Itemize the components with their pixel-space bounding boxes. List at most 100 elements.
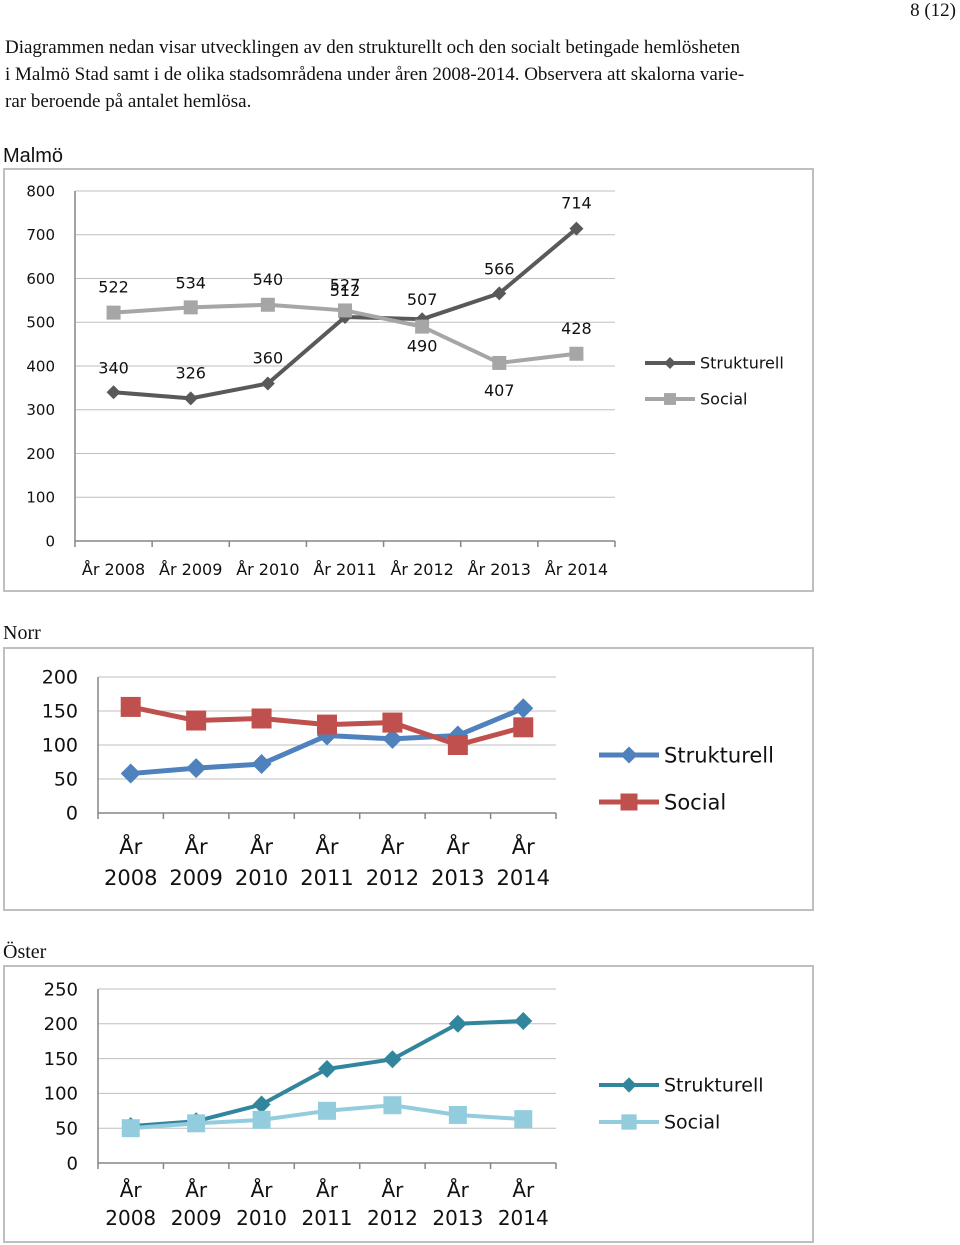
data-point-social <box>183 300 198 315</box>
data-label: 340 <box>98 358 129 377</box>
data-label: 360 <box>253 349 284 368</box>
legend-label-strukturell: Strukturell <box>700 354 784 373</box>
chart-malmo: 0 100 200 300 400 500 600 700 800 År 2008 År 2009 Å… <box>3 168 814 592</box>
data-label: 540 <box>253 270 284 289</box>
y-tick-label: 150 <box>42 701 78 723</box>
x-tick-label-line1: År <box>447 1178 470 1202</box>
data-point-strukturell <box>120 763 141 784</box>
data-point-social <box>317 714 337 735</box>
legend-marker <box>620 793 638 811</box>
x-tick-label: År 2009 <box>159 560 222 579</box>
data-point-strukturell <box>106 385 121 400</box>
data-point-strukturell <box>251 754 272 775</box>
data-point-strukturell <box>260 376 275 391</box>
data-point-social <box>318 1101 336 1120</box>
y-tick-label: 600 <box>26 270 55 288</box>
data-label: 428 <box>561 319 592 338</box>
data-point-strukturell <box>183 391 198 406</box>
data-point-social <box>260 297 275 312</box>
legend-label-strukturell: Strukturell <box>664 743 774 767</box>
chart-norr-svg: 0 50 100 150 200 År 2008 År 2009 År 2010 År 2011 År 20… <box>42 667 774 890</box>
data-point-strukturell <box>383 1050 402 1069</box>
y-tick-label: 100 <box>42 735 78 757</box>
y-tick-label: 50 <box>55 1119 78 1140</box>
chart-oster: 0 50 100 150 200 250 År 2008 År 2009 År 2010 År 2011 Å… <box>3 965 814 1243</box>
data-label: 326 <box>175 363 206 382</box>
y-tick-label: 200 <box>42 667 78 689</box>
x-tick-label-line2: 2012 <box>367 1206 418 1230</box>
data-point-social <box>514 1110 533 1129</box>
x-tick-label-line2: 2010 <box>235 866 288 890</box>
data-point-strukturell <box>318 1060 336 1079</box>
data-label: 534 <box>175 273 206 292</box>
legend-marker <box>621 1114 637 1130</box>
page-number: 8 (12) <box>910 0 956 21</box>
data-point-social <box>251 708 272 729</box>
y-tick-label: 800 <box>26 182 55 200</box>
data-point-social <box>415 319 430 334</box>
x-tick-label-line2: 2011 <box>300 866 353 890</box>
data-point-strukturell <box>382 728 403 749</box>
y-tick-label: 400 <box>26 357 55 375</box>
y-tick-label: 300 <box>26 401 55 419</box>
data-point-social <box>252 1110 271 1129</box>
legend-marker <box>621 1077 637 1093</box>
chart-title-norr: Norr <box>3 622 41 644</box>
data-point-social <box>492 355 507 370</box>
y-tick-label: 100 <box>44 1084 78 1105</box>
x-tick-label-line1: År <box>446 833 469 859</box>
x-tick-label-line1: År <box>316 833 339 859</box>
x-tick-label-line2: 2009 <box>171 1206 222 1230</box>
x-tick-label-line2: 2014 <box>498 1206 549 1230</box>
data-point-social <box>569 346 584 361</box>
x-tick-label-line1: År <box>185 1178 208 1202</box>
data-point-strukturell <box>252 1095 271 1114</box>
legend-label-strukturell: Strukturell <box>664 1075 764 1097</box>
y-tick-label: 100 <box>26 489 55 507</box>
data-point-social <box>106 305 121 320</box>
x-tick-label-line1: År <box>381 1178 404 1202</box>
x-tick-label-line1: År <box>120 1178 143 1202</box>
data-point-strukturell <box>448 1014 467 1033</box>
intro-line-2: i Malmö Stad samt i de olika stadsområde… <box>5 64 745 85</box>
x-tick-label: År 2011 <box>313 560 376 579</box>
data-point-social <box>513 717 534 738</box>
legend-label-social: Social <box>664 790 726 814</box>
x-tick-label-line2: 2014 <box>497 866 550 890</box>
legend-marker <box>620 746 638 764</box>
y-tick-label: 250 <box>44 979 78 1000</box>
data-label: 527 <box>330 275 361 294</box>
x-tick-label-line1: År <box>512 833 535 859</box>
x-tick-label: År 2013 <box>468 560 531 579</box>
x-tick-label-line1: År <box>381 833 404 859</box>
x-tick-label-line2: 2010 <box>236 1206 287 1230</box>
data-point-social <box>187 1114 206 1133</box>
data-point-strukturell <box>514 1012 533 1031</box>
x-tick-label-line1: År <box>119 833 142 859</box>
y-tick-label: 0 <box>45 532 55 550</box>
data-point-strukturell <box>492 286 507 301</box>
data-label: 407 <box>484 381 515 400</box>
y-tick-label: 150 <box>44 1049 78 1070</box>
x-tick-label: År 2014 <box>545 560 608 579</box>
x-tick-label-line1: År <box>250 833 273 859</box>
x-tick-label-line2: 2008 <box>105 1206 156 1230</box>
intro-line-1: Diagrammen nedan visar utvecklingen av d… <box>5 37 740 58</box>
data-label: 512 <box>330 281 361 300</box>
y-tick-label: 700 <box>26 226 55 244</box>
data-label: 522 <box>98 278 129 297</box>
chart-oster-svg: 0 50 100 150 200 250 År 2008 År 2009 År 2010 År 2011 Å… <box>44 979 764 1230</box>
legend-marker <box>664 393 676 405</box>
data-label: 507 <box>407 290 438 309</box>
intro-text: Diagrammen nedan visar utvecklingen av d… <box>5 34 885 115</box>
x-tick-label: År 2012 <box>390 560 453 579</box>
chart-title-oster: Öster <box>3 941 47 963</box>
chart-title-malmo: Malmö <box>3 145 64 167</box>
data-label: 566 <box>484 259 515 278</box>
chart-norr: 0 50 100 150 200 År 2008 År 2009 År 2010 År 2011 År 20… <box>3 647 814 911</box>
x-tick-label-line1: År <box>185 833 208 859</box>
intro-line-3: rar beroende på antalet hemlösa. <box>5 91 252 112</box>
data-point-social <box>448 1105 467 1124</box>
data-point-social <box>447 735 468 755</box>
data-point-strukturell <box>317 725 337 746</box>
